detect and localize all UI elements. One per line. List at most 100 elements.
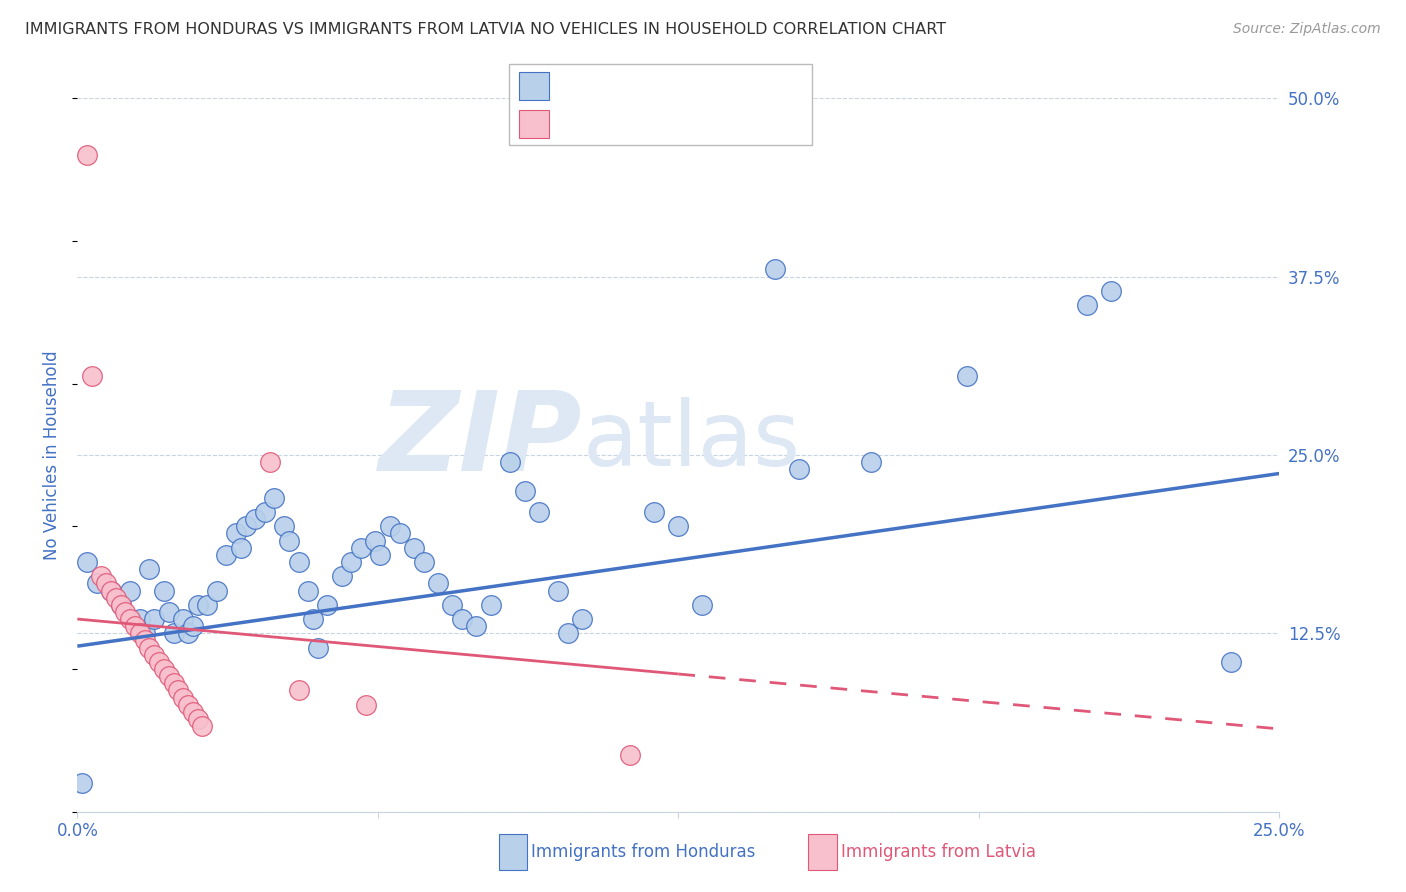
Point — [427, 576, 450, 591]
Point — [157, 605, 180, 619]
Point — [162, 676, 184, 690]
Point — [70, 776, 93, 790]
Point — [465, 619, 488, 633]
Point — [100, 583, 122, 598]
Point — [76, 148, 98, 162]
Point — [76, 555, 98, 569]
Point — [643, 505, 665, 519]
Y-axis label: No Vehicles in Household: No Vehicles in Household — [44, 350, 62, 560]
Point — [177, 626, 200, 640]
Point — [451, 612, 474, 626]
Point — [187, 712, 209, 726]
Point — [128, 626, 150, 640]
Point — [162, 626, 184, 640]
Point — [245, 512, 267, 526]
Point — [330, 569, 353, 583]
Point — [100, 583, 122, 598]
Point — [388, 526, 411, 541]
Point — [138, 562, 160, 576]
Point — [134, 633, 156, 648]
Text: Source: ZipAtlas.com: Source: ZipAtlas.com — [1233, 22, 1381, 37]
Point — [763, 262, 786, 277]
Point — [1099, 284, 1122, 298]
Point — [110, 598, 132, 612]
Point — [114, 605, 136, 619]
Point — [181, 705, 204, 719]
Point — [110, 598, 132, 612]
Point — [229, 541, 252, 555]
Point — [364, 533, 387, 548]
Point — [177, 698, 200, 712]
Point — [302, 612, 325, 626]
Text: Immigrants from Latvia: Immigrants from Latvia — [841, 843, 1036, 861]
Point — [619, 747, 641, 762]
Text: -0.094: -0.094 — [599, 115, 658, 133]
Point — [956, 369, 979, 384]
Point — [499, 455, 522, 469]
Point — [277, 533, 299, 548]
Point — [134, 626, 156, 640]
FancyBboxPatch shape — [509, 64, 813, 145]
Point — [181, 619, 204, 633]
Point — [172, 612, 194, 626]
Text: IMMIGRANTS FROM HONDURAS VS IMMIGRANTS FROM LATVIA NO VEHICLES IN HOUSEHOLD CORR: IMMIGRANTS FROM HONDURAS VS IMMIGRANTS F… — [25, 22, 946, 37]
Point — [120, 583, 142, 598]
Point — [340, 555, 363, 569]
Point — [1076, 298, 1098, 312]
Point — [350, 541, 373, 555]
Point — [128, 612, 150, 626]
Point — [297, 583, 319, 598]
Point — [138, 640, 160, 655]
Point — [153, 662, 176, 676]
Point — [104, 591, 127, 605]
Point — [80, 369, 103, 384]
Bar — [519, 71, 550, 100]
Text: N = 28: N = 28 — [697, 115, 761, 133]
Point — [263, 491, 285, 505]
Point — [253, 505, 276, 519]
Text: R =: R = — [560, 77, 591, 95]
Point — [354, 698, 377, 712]
Point — [402, 541, 425, 555]
Point — [215, 548, 238, 562]
Point — [316, 598, 339, 612]
Text: R =: R = — [560, 115, 591, 133]
Point — [378, 519, 401, 533]
Point — [692, 598, 714, 612]
Point — [571, 612, 593, 626]
Point — [513, 483, 536, 498]
Point — [479, 598, 502, 612]
Text: N = 63: N = 63 — [697, 77, 761, 95]
Point — [527, 505, 550, 519]
Point — [172, 690, 194, 705]
Point — [1220, 655, 1243, 669]
Point — [225, 526, 247, 541]
Point — [259, 455, 281, 469]
Point — [307, 640, 329, 655]
Point — [273, 519, 295, 533]
Point — [148, 655, 170, 669]
Point — [90, 569, 112, 583]
Point — [187, 598, 209, 612]
Point — [157, 669, 180, 683]
Point — [557, 626, 579, 640]
Point — [86, 576, 108, 591]
Point — [191, 719, 214, 733]
Point — [287, 683, 309, 698]
Text: ZIP: ZIP — [378, 387, 582, 494]
Bar — [519, 110, 550, 138]
Point — [412, 555, 434, 569]
Point — [235, 519, 257, 533]
Point — [205, 583, 228, 598]
Point — [143, 612, 166, 626]
Point — [441, 598, 464, 612]
Point — [668, 519, 690, 533]
Point — [368, 548, 391, 562]
Point — [859, 455, 882, 469]
Point — [787, 462, 810, 476]
Point — [124, 619, 146, 633]
Point — [96, 576, 118, 591]
Point — [167, 683, 190, 698]
Point — [153, 583, 176, 598]
Text: atlas: atlas — [582, 397, 800, 484]
